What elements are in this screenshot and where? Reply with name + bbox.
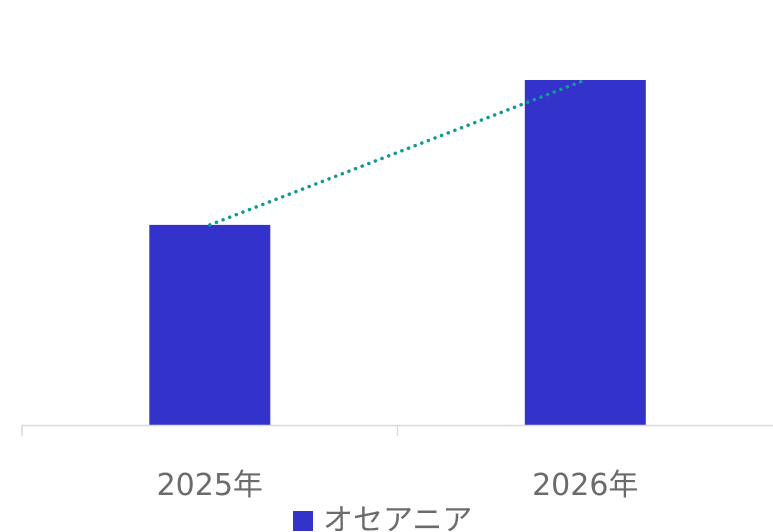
legend-swatch-oceania (293, 511, 313, 531)
bar-1 (149, 224, 271, 425)
trendline (208, 78, 587, 227)
legend: オセアニア (293, 503, 472, 532)
x-tick-labels: 2025年 2026年 (157, 468, 639, 503)
x-tick-label-2: 2026年 (532, 468, 638, 503)
legend-label-oceania: オセアニア (323, 503, 472, 532)
x-axis (21, 424, 773, 436)
trendline-group (208, 78, 587, 227)
bar-2 (524, 80, 646, 425)
x-tick-label-1: 2025年 (157, 468, 263, 503)
bars-group (149, 80, 646, 425)
